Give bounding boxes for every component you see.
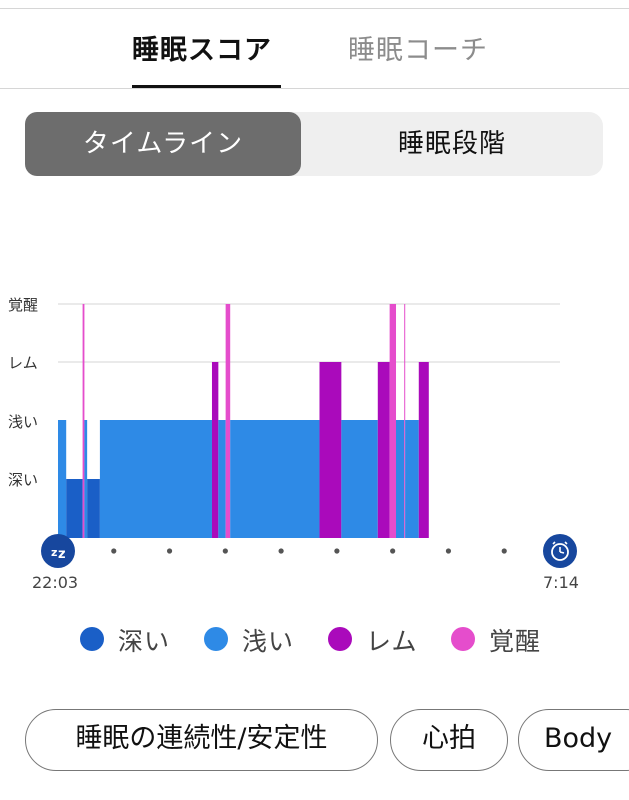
segment-awake-15 [404,304,406,538]
time-axis-dot [334,548,340,554]
segment-light-11 [341,420,378,538]
y-label-deep: 深い [8,471,39,489]
segment-light-3 [84,420,88,538]
segment-light-5 [99,420,212,538]
segment-light-14 [396,420,405,538]
sleep-zz-icon: z z [41,534,75,568]
alarm-clock-icon [543,534,577,568]
legend-label-awake: 覚醒 [489,627,542,656]
tabs-divider [0,88,629,89]
start-time-label: 22:03 [32,573,79,592]
segment-timeline[interactable]: タイムライン [25,112,301,176]
active-tab-indicator [132,85,281,88]
segment-deep-1 [66,479,83,538]
top-tabs: 睡眠スコア 睡眠コーチ [0,20,629,88]
tab-sleep-coach[interactable]: 睡眠コーチ [348,35,488,66]
y-label-rem: レム [8,354,38,372]
time-axis-dot [111,548,117,554]
segment-sleep-stages[interactable]: 睡眠段階 [397,129,506,159]
view-segmented-control: タイムライン 睡眠段階 [25,112,603,176]
timeline-plot: z z [41,303,577,568]
time-axis-dot [445,548,452,554]
legend-dot-deep [80,627,104,651]
time-axis-dot [501,548,507,554]
chip-body[interactable]: Body [518,709,629,771]
timeline-bars [58,304,429,538]
y-label-awake: 覚醒 [8,296,39,314]
legend-dot-awake [451,627,475,651]
segment-rem-12 [377,362,390,538]
segment-rem-17 [418,362,429,538]
segment-awake-8 [225,304,231,538]
end-time-label: 7:14 [543,573,579,592]
time-axis-dots [111,548,507,554]
segment-light-9 [230,420,320,538]
top-divider [0,8,629,9]
segment-rem-6 [211,362,219,538]
legend-label-light: 浅い [242,627,295,656]
segment-light-7 [218,420,226,538]
legend-dot-light [204,627,228,651]
chip-sleep-continuity[interactable]: 睡眠の連続性/安定性 [25,709,378,771]
legend-dot-rem [328,627,352,651]
segment-rem-10 [319,362,342,538]
segment-deep-4 [87,479,100,538]
svg-text:z: z [51,546,57,559]
svg-text:z: z [58,547,66,562]
segment-light-16 [405,420,419,538]
segment-awake-13 [389,304,397,538]
sleep-timeline-chart: 覚醒 レム 浅い 深い z z 22:03 7:14 [0,280,629,600]
segment-light-0 [58,420,67,538]
time-axis-dot [222,548,228,554]
tab-sleep-score[interactable]: 睡眠スコア [132,35,272,66]
time-axis-dot [278,548,284,554]
segment-awake-2 [82,304,85,538]
legend-label-deep: 深い [118,627,171,656]
legend-label-rem: レム [366,627,418,656]
time-axis-dot [390,548,396,554]
time-axis-dot [166,548,173,554]
chip-heart-rate[interactable]: 心拍 [390,709,508,771]
y-label-light: 浅い [8,413,39,431]
